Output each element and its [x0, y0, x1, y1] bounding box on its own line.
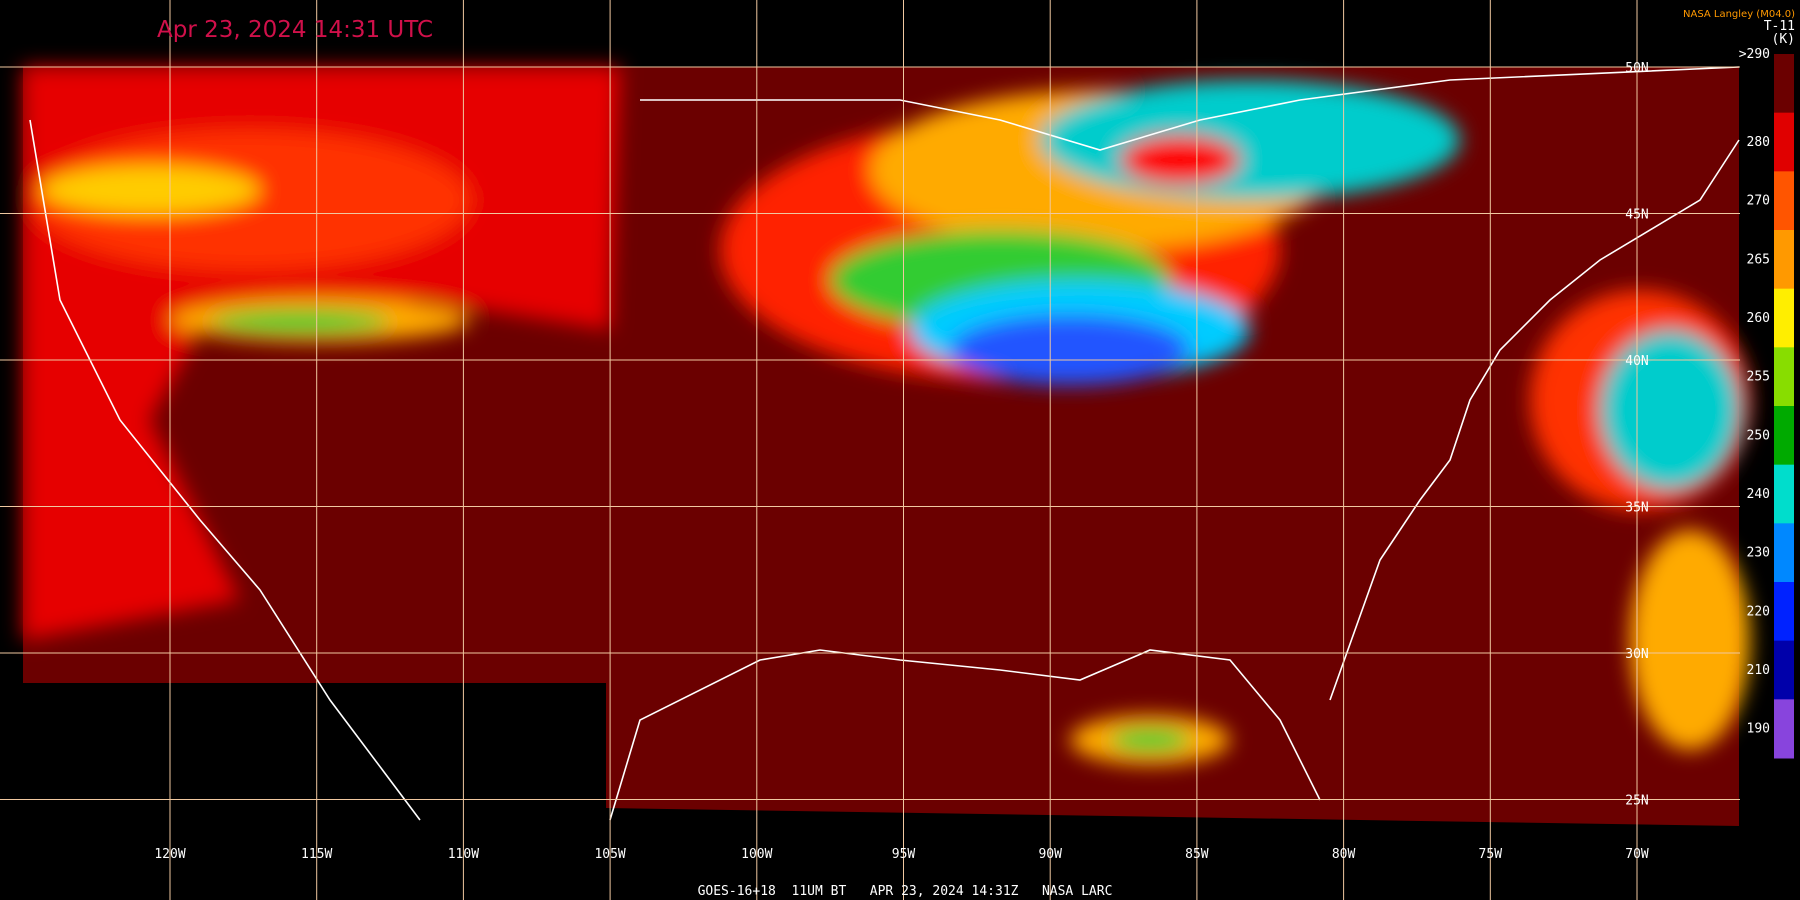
colorbar-swatch: [1774, 171, 1794, 231]
cloud-field: [23, 67, 1750, 765]
longitude-label: 80W: [1332, 847, 1356, 862]
colorbar-label: 255: [1747, 370, 1770, 385]
timestamp-title: Apr 23, 2024 14:31 UTC: [157, 17, 433, 43]
coastlines: [29, 66, 1740, 821]
colorbar-swatch: [1774, 347, 1794, 407]
latitude-label: 45N: [1625, 208, 1648, 223]
colorbar-swatch: [1774, 582, 1794, 642]
credit: NASA Langley (M04.0): [1683, 9, 1795, 20]
colorbar-label: 250: [1747, 428, 1770, 443]
colorbar-label: 230: [1747, 546, 1770, 561]
colorbar-swatch: [1774, 230, 1794, 290]
colorbar-swatch: [1774, 640, 1794, 700]
imagery: [23, 66, 1750, 826]
longitude-label: 100W: [741, 847, 772, 862]
colorbar-label: 220: [1747, 604, 1770, 619]
colorbar-label: 190: [1747, 722, 1770, 737]
longitude-label: 85W: [1185, 847, 1209, 862]
longitude-label: 75W: [1479, 847, 1503, 862]
colorbar-label: 270: [1747, 194, 1770, 209]
colorbar-swatch: [1774, 112, 1794, 172]
latitude-label: 50N: [1625, 61, 1648, 76]
colorbar-label: 260: [1747, 311, 1770, 326]
latitude-label: 25N: [1625, 794, 1648, 809]
longitude-label: 105W: [594, 847, 625, 862]
colorbar-label: 210: [1747, 663, 1770, 678]
colorbar-unit: (K): [1772, 32, 1795, 47]
longitude-label: 115W: [301, 847, 332, 862]
longitude-label: 90W: [1038, 847, 1062, 862]
colorbar-swatch: [1774, 523, 1794, 583]
longitude-label: 110W: [448, 847, 479, 862]
longitude-label: 95W: [892, 847, 916, 862]
latitude-label: 40N: [1625, 354, 1648, 369]
colorbar-label: >290: [1739, 47, 1770, 62]
colorbar-swatch: [1774, 288, 1794, 348]
longitude-label: 70W: [1625, 847, 1649, 862]
colorbar-label: 240: [1747, 487, 1770, 502]
graticule: [0, 0, 1740, 900]
colorbar-label: 265: [1747, 252, 1770, 267]
latitude-label: 30N: [1625, 647, 1648, 662]
colorbar: >290 280 270 265 260 255 250 240 230 220 210 190: [1739, 47, 1794, 759]
colorbar-title: T-11: [1764, 19, 1795, 34]
colorbar-swatch: [1774, 699, 1794, 759]
labels: 120W 115W 110W 105W 100W 95W 90W 85W 80W 75W 70W 50…: [154, 61, 1649, 862]
longitude-label: 120W: [154, 847, 185, 862]
colorbar-swatch: [1774, 406, 1794, 466]
colorbar-label: 280: [1747, 135, 1770, 150]
colorbar-swatch: [1774, 54, 1794, 114]
footer: GOES-16+18 11UM BT APR 23, 2024 14:31Z N…: [698, 884, 1113, 899]
colorbar-swatch: [1774, 464, 1794, 524]
latitude-label: 35N: [1625, 501, 1648, 516]
